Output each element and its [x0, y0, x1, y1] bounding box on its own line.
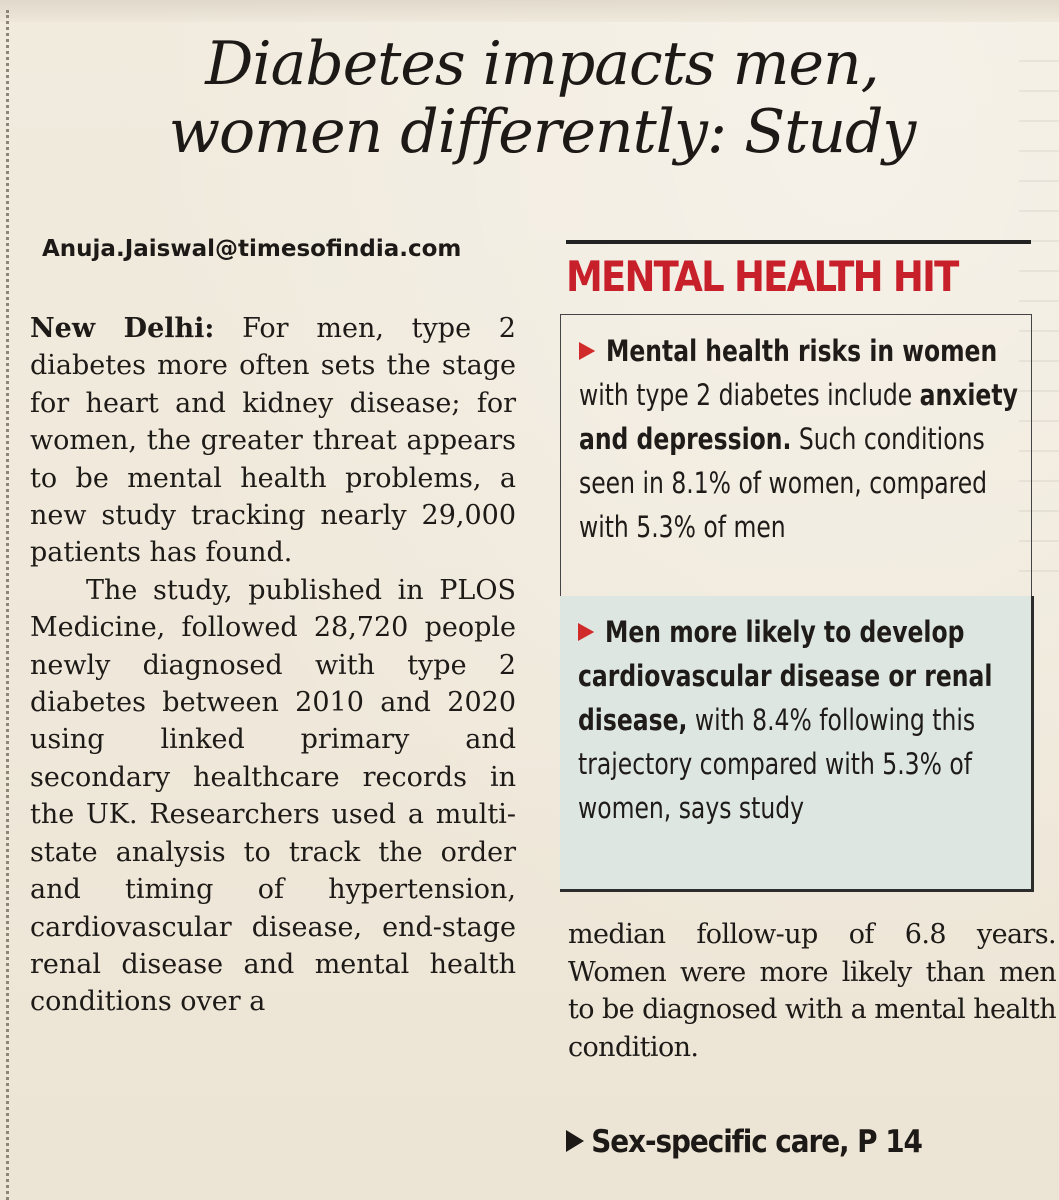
headline-line-2: women differently: Study: [168, 97, 917, 167]
point-2-bold-lead: Men more likely to develop cardiovascula…: [578, 615, 993, 737]
sidebar-point-1-box: Mental health risks in women with type 2…: [560, 314, 1032, 596]
headline-line-1: Diabetes impacts men,: [205, 29, 879, 99]
sidebar-title: MENTAL HEALTH HIT: [566, 252, 959, 301]
clipping-edge-dotted: [6, 10, 9, 1200]
previous-page-bleed: [0, 0, 1059, 22]
article-continuation: median follow-up of 6.8 years. Women wer…: [568, 919, 1057, 1063]
paragraph-1: New Delhi: For men, type 2 diabetes more…: [30, 310, 516, 572]
byline-email: Anuja.Jaiswal@timesofindia.com: [42, 236, 462, 262]
red-arrow-icon: [579, 342, 596, 360]
article-body-left-column: New Delhi: For men, type 2 diabetes more…: [30, 310, 516, 1021]
right-edge-bleed: [1019, 60, 1059, 580]
jump-line: Sex-specific care, P 14: [566, 1124, 923, 1160]
jump-text: Sex-specific care, P 14: [591, 1124, 923, 1160]
sidebar-point-2: Men more likely to develop cardiovascula…: [578, 610, 1028, 830]
paragraph-1-text: For men, type 2 diabetes more often sets…: [30, 313, 516, 569]
sidebar-point-1: Mental health risks in women with type 2…: [579, 329, 1029, 549]
point-1-bold-lead: Mental health risks in women: [606, 334, 998, 368]
sidebar-top-rule: [566, 240, 1031, 244]
red-arrow-icon: [578, 623, 595, 641]
point-1-bold-mid: anxiety and depression.: [579, 378, 1018, 456]
point-1-text-a: with type 2 diabetes include: [579, 378, 920, 412]
dateline: New Delhi:: [30, 313, 215, 344]
sidebar-point-2-box: Men more likely to develop cardiovascula…: [560, 596, 1034, 892]
point-1-text-b: Such conditions seen in 8.1% of women, c…: [579, 422, 988, 544]
point-2-text: with 8.4% following this trajectory comp…: [578, 703, 976, 825]
jump-arrow-icon: [566, 1130, 584, 1152]
paragraph-2: The study, published in PLOS Medicine, f…: [30, 574, 516, 1018]
headline: Diabetes impacts men, women differently:…: [52, 30, 1032, 166]
